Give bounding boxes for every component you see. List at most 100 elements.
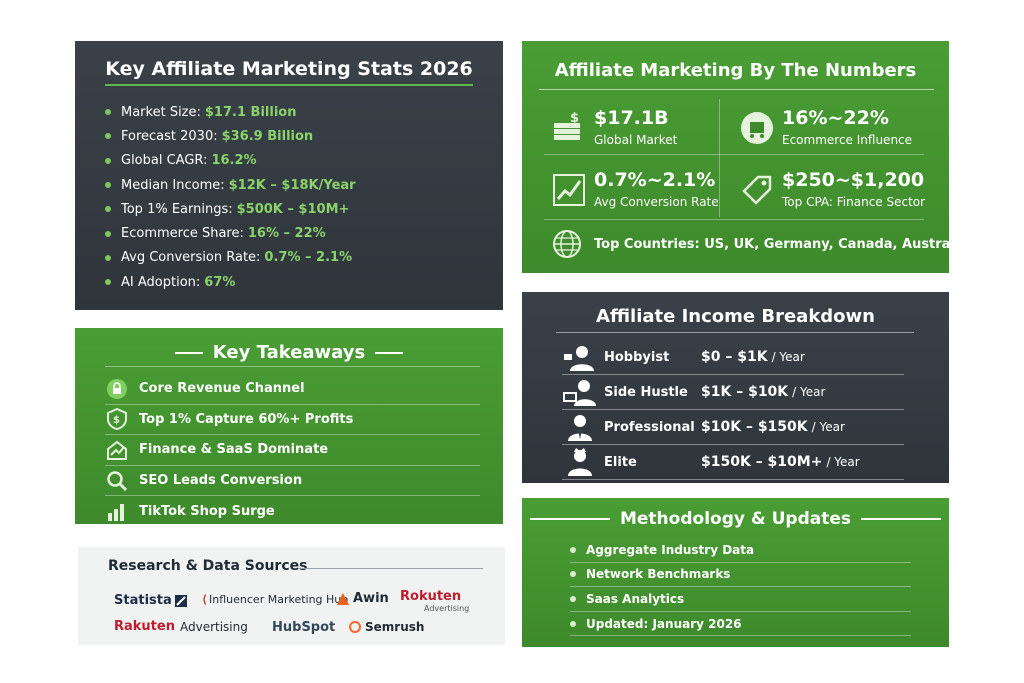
money-stack-icon: $ [554,111,580,140]
influencer-marketing-hub-logo: ⟨ Influencer Marketing Hub [202,593,348,606]
title-underline [105,84,473,86]
bullet-icon [105,133,111,140]
key-stats-panel: Key Affiliate Marketing Stats 2026 Marke… [75,41,503,310]
grid-divider [719,99,720,217]
tier-label: Side Hustle [604,384,688,400]
list-item: Forecast 2030: $36.9 Billion [105,124,356,148]
bullet-icon [105,230,111,237]
awin-mark-icon [337,592,349,605]
income-range: $150K – $10M+ [701,454,823,470]
income-row-side-hustle: Side Hustle $1K – $10K / Year [562,375,904,410]
title-dash [529,518,610,520]
takeaways-list: Core Revenue Channel $ Top 1% Capture 60… [105,374,480,526]
list-item: Updated: January 2026 [570,612,911,637]
stat-value: $36.9 Billion [221,128,314,144]
list-item: Finance & SaaS Dominate [105,435,480,466]
by-the-numbers-panel: Affiliate Marketing By The Numbers $ $17… [522,41,968,273]
per-year-label: / Year [811,420,845,434]
stat-value: $500K – $10M+ [236,201,350,217]
bullet-icon [570,620,576,627]
per-year-label: / Year [826,455,860,469]
awin-logo: Awin [336,591,389,606]
stat-label: Median Income: [121,177,225,193]
svg-text:$: $ [570,111,579,126]
methodology-heading: Methodology & Updates [522,509,949,529]
title-dash [375,351,404,354]
stat-label: Avg Conversion Rate: [121,250,261,266]
per-year-label: / Year [792,385,826,399]
income-range: $10K – $150K [701,419,808,435]
conversion-value: 0.7%~2.1% [594,169,716,191]
stat-value: $12K – $18K/Year [228,177,356,193]
price-tag-icon [742,175,772,205]
imh-mark-icon: ⟨ [202,593,208,606]
logo-text: Semrush [365,620,425,634]
dollar-shield-icon: $ [105,408,129,431]
income-row-professional: Professional $10K – $150K / Year [562,410,904,445]
title-underline [539,89,934,90]
bullet-icon [570,595,576,602]
stat-label: Top 1% Earnings: [121,201,233,217]
conversion-label: Avg Conversion Rate [594,195,719,209]
list-item: Avg Conversion Rate: 0.7% – 2.1% [105,246,356,270]
title-dash [861,518,941,520]
stat-value: 16% – 22% [247,226,326,242]
list-item: Aggregate Industry Data [570,538,911,563]
list-item: Median Income: $12K – $18K/Year [105,173,356,197]
key-takeaways-panel: Key Takeaways Core Revenue Channel $ Top… [75,328,503,524]
income-range: $0 – $1K [701,349,768,365]
ecommerce-value: 16%~22% [782,107,889,129]
list-item: Network Benchmarks [570,563,911,588]
grid-divider [544,154,924,155]
hubspot-logo: HubSpot [272,620,335,635]
logo-text: Rakuten [114,619,175,634]
list-item: Market Size: $17.1 Billion [105,100,356,124]
logo-text: HubSpot [272,620,336,635]
stats-list: Market Size: $17.1 Billion Forecast 2030:… [105,100,356,294]
logo-text: Influencer Marketing Hub [209,593,349,606]
shopping-cart-icon [741,112,773,144]
global-market-value: $17.1B [594,107,669,129]
logo-subtext: Advertising [424,604,470,613]
logo-text: Statista [114,593,172,608]
bullet-icon [105,279,111,286]
data-sources-title: Research & Data Sources [108,558,308,574]
list-item: Saas Analytics [570,587,911,612]
growth-chart-icon [553,174,585,206]
bullet-icon [570,546,576,553]
by-the-numbers-title: Affiliate Marketing By The Numbers [554,60,917,81]
top-countries-text: Top Countries: US, UK, Germany, Canada, … [594,236,969,252]
rokuten-logo: Rokuten Advertising [400,589,469,613]
income-range: $1K – $10K [701,384,789,400]
list-item: $ Top 1% Capture 60%+ Profits [105,405,480,436]
grid-divider [544,219,924,220]
stat-value: 16.2% [211,153,257,169]
top-cpa-value: $250~$1,200 [782,169,925,191]
stat-label: Global CAGR: [121,153,208,169]
bullet-icon [105,206,111,213]
bullet-icon [105,109,111,116]
svg-text:$: $ [113,415,120,426]
methodology-list: Aggregate Industry Data Network Benchmar… [570,538,911,637]
takeaway-label: Core Revenue Channel [139,381,305,397]
laptop-person-icon [563,380,596,406]
global-market-label: Global Market [594,133,678,147]
title-underline [556,332,914,333]
list-item: AI Adoption: 67% [105,270,356,294]
bullet-icon [105,157,111,164]
logo-text: Awin [353,591,389,606]
rakuten-advertising-logo: Rakuten Advertising [114,619,248,634]
bar-chart-icon [105,500,129,522]
data-sources-panel: Research & Data Sources Statista ⟨ Influ… [78,547,505,645]
semrush-logo: Semrush [348,620,424,634]
methodology-item: Aggregate Industry Data [586,542,755,557]
trend-up-icon [105,439,129,461]
list-item: Ecommerce Share: 16% – 22% [105,221,356,245]
title-underline [298,568,483,569]
stat-label: Ecommerce Share: [121,226,244,242]
title-underline [105,366,480,367]
top-countries: Top Countries: US, UK, Germany, Canada, … [552,229,968,259]
income-breakdown-panel: Affiliate Income Breakdown Hobbyist $0 –… [522,292,949,483]
list-item: Core Revenue Channel [105,374,480,405]
stat-label: Forecast 2030: [121,128,218,144]
